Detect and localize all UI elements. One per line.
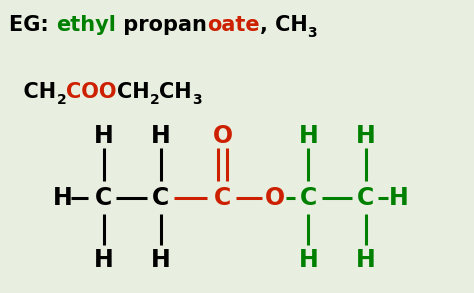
Text: O: O [265,186,285,210]
Text: H: H [151,124,171,148]
Text: H: H [299,248,319,272]
Text: , CH: , CH [260,15,308,35]
Text: COO: COO [66,82,117,102]
Text: H: H [151,248,171,272]
Text: H: H [94,124,114,148]
Text: C: C [152,186,169,210]
Text: ethyl: ethyl [56,15,116,35]
Text: H: H [389,186,409,210]
Text: H: H [356,124,375,148]
Text: C: C [357,186,374,210]
Text: CH: CH [9,82,56,102]
Text: C: C [214,186,231,210]
Text: propan: propan [116,15,207,35]
Text: 2: 2 [56,93,66,107]
Text: 2: 2 [149,93,159,107]
Text: oate: oate [207,15,260,35]
Text: EG:: EG: [9,15,56,35]
Text: 3: 3 [308,26,317,40]
Text: CH: CH [117,82,149,102]
Text: CH: CH [159,82,192,102]
Text: H: H [54,186,73,210]
Text: H: H [356,248,375,272]
Text: O: O [213,124,233,148]
Text: H: H [299,124,319,148]
Text: 3: 3 [192,93,201,107]
Text: C: C [300,186,317,210]
Text: H: H [94,248,114,272]
Text: C: C [95,186,112,210]
